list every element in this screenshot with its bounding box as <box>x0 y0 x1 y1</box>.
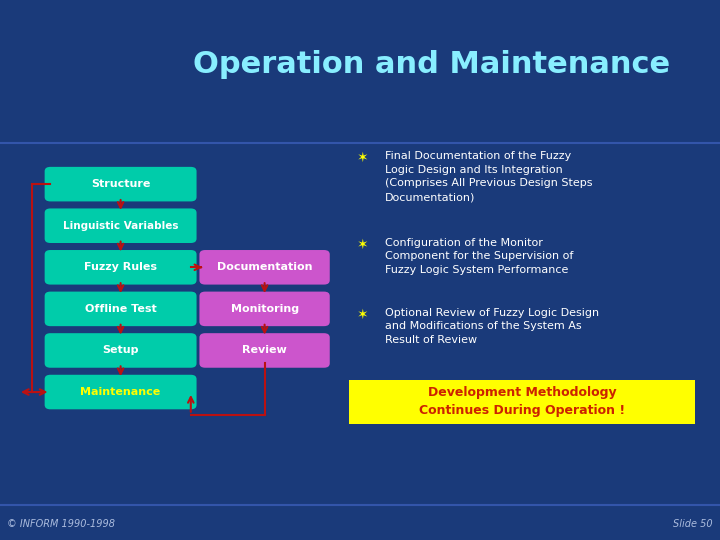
FancyBboxPatch shape <box>45 375 197 409</box>
Text: Maintenance: Maintenance <box>81 387 161 397</box>
FancyBboxPatch shape <box>199 333 330 368</box>
Text: Development Methodology
Continues During Operation !: Development Methodology Continues During… <box>419 386 625 417</box>
Text: Review: Review <box>242 346 287 355</box>
Text: Linguistic Variables: Linguistic Variables <box>63 221 179 231</box>
Text: Slide 50: Slide 50 <box>673 519 713 529</box>
Text: ✶: ✶ <box>356 238 368 252</box>
FancyBboxPatch shape <box>45 208 197 243</box>
Text: Optional Review of Fuzzy Logic Design
and Modifications of the System As
Result : Optional Review of Fuzzy Logic Design an… <box>385 308 599 345</box>
Text: ✶: ✶ <box>356 308 368 322</box>
Text: Configuration of the Monitor
Component for the Supervision of
Fuzzy Logic System: Configuration of the Monitor Component f… <box>385 238 574 275</box>
FancyBboxPatch shape <box>45 333 197 368</box>
FancyBboxPatch shape <box>199 250 330 285</box>
Text: Structure: Structure <box>91 179 150 189</box>
Text: Fuzzy Rules: Fuzzy Rules <box>84 262 157 272</box>
Text: Final Documentation of the Fuzzy
Logic Design and Its Integration
(Comprises All: Final Documentation of the Fuzzy Logic D… <box>385 151 593 202</box>
Text: Offline Test: Offline Test <box>85 304 156 314</box>
FancyBboxPatch shape <box>45 292 197 326</box>
FancyBboxPatch shape <box>45 167 197 201</box>
FancyBboxPatch shape <box>199 292 330 326</box>
Text: © INFORM 1990-1998: © INFORM 1990-1998 <box>7 519 115 529</box>
Text: ✶: ✶ <box>356 151 368 165</box>
Text: Documentation: Documentation <box>217 262 312 272</box>
FancyBboxPatch shape <box>45 250 197 285</box>
Text: Monitoring: Monitoring <box>230 304 299 314</box>
FancyBboxPatch shape <box>349 380 695 424</box>
Text: Setup: Setup <box>102 346 139 355</box>
Text: Operation and Maintenance: Operation and Maintenance <box>194 50 670 79</box>
